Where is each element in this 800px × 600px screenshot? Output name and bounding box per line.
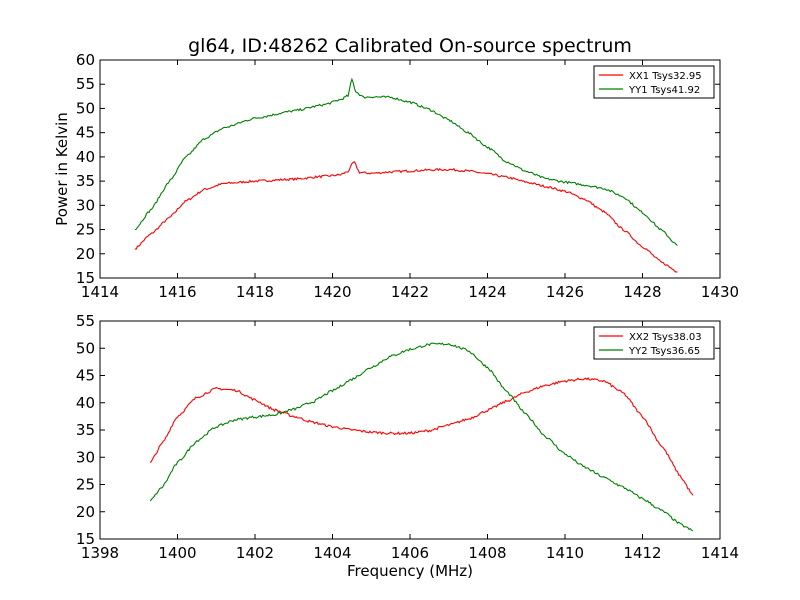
y-tick-label: 45 xyxy=(76,367,95,385)
top-spectrum-panel: 1414 1416 1418 1420 1422 1424 1426 1428 1430 15 20… xyxy=(53,51,739,301)
bottom-series-lines xyxy=(149,342,694,532)
x-tick-label: 1422 xyxy=(391,283,429,301)
y-tick-label: 25 xyxy=(76,476,95,494)
y-tick-label: 60 xyxy=(76,51,95,69)
y-tick-label: 40 xyxy=(76,394,95,412)
y-tick-label: 50 xyxy=(76,99,95,117)
x-tick-label: 1420 xyxy=(313,283,351,301)
top-plot-frame xyxy=(99,59,721,279)
legend-box xyxy=(593,326,715,360)
x-tick-label: 1402 xyxy=(236,544,274,562)
legend-entry-label: YY1 Tsys41.92 xyxy=(628,85,700,96)
bottom-plot-frame xyxy=(99,320,721,540)
series-line-2-1 xyxy=(149,377,694,496)
x-tick-label: 1400 xyxy=(158,544,196,562)
y-tick-label: 15 xyxy=(76,269,95,287)
y-tick-label: 15 xyxy=(76,530,95,548)
top-legend: XX1 Tsys32.95 YY1 Tsys41.92 xyxy=(593,65,715,99)
x-tick-label: 1408 xyxy=(468,544,506,562)
x-tick-label: 1428 xyxy=(623,283,661,301)
x-tick-label: 1398 xyxy=(81,544,119,562)
series-line-1-2 xyxy=(134,77,678,246)
series-line-1-1 xyxy=(134,161,678,273)
x-tick-label: 1414 xyxy=(701,544,739,562)
top-axis-ticks: 1414 1416 1418 1420 1422 1424 1426 1428 1430 15 20… xyxy=(76,51,739,301)
x-tick-label: 1424 xyxy=(468,283,506,301)
y-tick-label: 40 xyxy=(76,148,95,166)
x-tick-label: 1406 xyxy=(391,544,429,562)
y-tick-label: 45 xyxy=(76,124,95,142)
y-tick-label: 20 xyxy=(76,503,95,521)
x-tick-label: 1426 xyxy=(546,283,584,301)
bottom-spectrum-panel: 1398 1400 1402 1404 1406 1408 1410 1412 1414 15 20… xyxy=(76,312,739,562)
y-tick-label: 20 xyxy=(76,245,95,263)
x-tick-label: 1418 xyxy=(236,283,274,301)
series-line-2-2 xyxy=(149,342,694,532)
x-tick-label: 1412 xyxy=(623,544,661,562)
y-tick-label: 55 xyxy=(76,75,95,93)
legend-entry-label: XX2 Tsys38.03 xyxy=(629,332,702,343)
y-tick-label: 35 xyxy=(76,172,95,190)
legend-entry-label: YY2 Tsys36.65 xyxy=(628,346,700,357)
y-tick-label: 55 xyxy=(76,312,95,330)
y-tick-label: 35 xyxy=(76,421,95,439)
legend-box xyxy=(593,65,715,99)
y-tick-label: 30 xyxy=(76,196,95,214)
x-tick-label: 1430 xyxy=(701,283,739,301)
x-axis-label: Frequency (MHz) xyxy=(347,562,473,580)
y-tick-label: 30 xyxy=(76,448,95,466)
x-tick-label: 1404 xyxy=(313,544,351,562)
bottom-legend: XX2 Tsys38.03 YY2 Tsys36.65 xyxy=(593,326,715,360)
x-tick-label: 1414 xyxy=(81,283,119,301)
y-tick-label: 50 xyxy=(76,339,95,357)
bottom-axis-ticks: 1398 1400 1402 1404 1406 1408 1410 1412 1414 15 20… xyxy=(76,312,739,562)
top-y-axis-label: Power in Kelvin xyxy=(53,112,71,226)
x-tick-label: 1416 xyxy=(158,283,196,301)
legend-entry-label: XX1 Tsys32.95 xyxy=(629,71,702,82)
chart-title: gl64, ID:48262 Calibrated On-source spec… xyxy=(188,35,632,57)
x-tick-label: 1410 xyxy=(546,544,584,562)
y-tick-label: 25 xyxy=(76,221,95,239)
top-series-lines xyxy=(134,77,678,273)
